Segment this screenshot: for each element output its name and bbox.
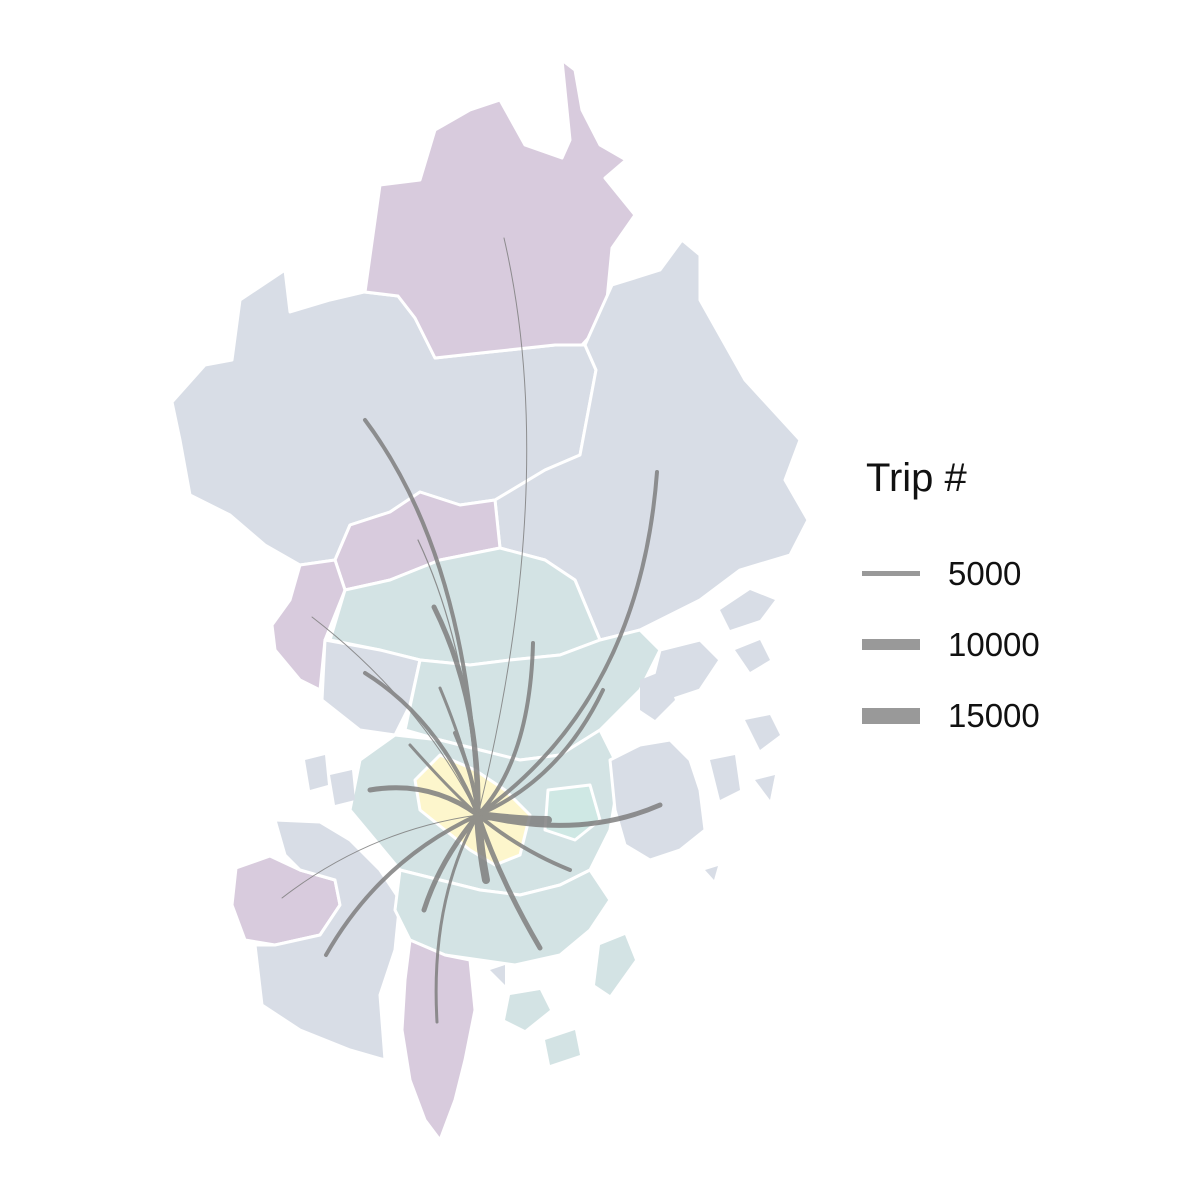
legend-label: 10000 <box>948 625 1040 663</box>
legend-key <box>862 701 920 731</box>
flow-line <box>453 731 480 817</box>
flow-line <box>476 688 605 817</box>
island <box>505 990 550 1030</box>
legend-item-15000: 15000 <box>862 680 1122 751</box>
flow-line <box>476 641 535 817</box>
island <box>745 715 780 750</box>
flow-lines <box>281 237 663 1024</box>
island <box>490 965 505 985</box>
legend-key <box>862 559 920 589</box>
flow-line <box>367 785 481 818</box>
legend-title: Trip # <box>866 456 967 500</box>
region-north <box>363 58 637 360</box>
region-polygons <box>170 58 810 1142</box>
flow-line <box>324 813 480 957</box>
island <box>330 770 355 805</box>
legend-key <box>862 630 920 660</box>
flow-line <box>477 237 528 816</box>
flow-line <box>434 813 480 1024</box>
flow-line <box>475 812 543 951</box>
region-northeast <box>493 238 810 642</box>
region-southwest <box>253 818 402 1062</box>
island <box>710 755 740 800</box>
island <box>545 1030 580 1065</box>
legend-line-icon <box>862 571 920 576</box>
flow-line <box>476 470 659 817</box>
island <box>640 670 675 720</box>
flow-line <box>474 811 490 884</box>
legend-item-10000: 10000 <box>862 609 1122 680</box>
legend-label: 5000 <box>948 554 1022 592</box>
island <box>595 935 635 995</box>
flow-line <box>281 814 479 899</box>
region-south-purple <box>400 938 477 1142</box>
islands <box>305 590 780 1065</box>
legend-label: 15000 <box>948 696 1040 734</box>
legend-line-icon <box>862 639 920 650</box>
legend: Trip # 5000 10000 15000 <box>862 458 1122 751</box>
flow-line <box>474 811 552 824</box>
island <box>755 775 775 800</box>
island <box>305 755 328 790</box>
island <box>735 640 770 672</box>
legend-line-icon <box>862 707 920 724</box>
region-east-coast <box>608 738 707 862</box>
flow-line <box>363 671 480 817</box>
legend-item-5000: 5000 <box>862 538 1122 609</box>
region-west-purple <box>270 558 347 692</box>
flow-line <box>476 813 572 872</box>
region-center-west <box>320 638 422 737</box>
island <box>705 866 718 880</box>
island <box>720 590 775 630</box>
flow-line <box>431 604 481 818</box>
flow-line <box>421 812 481 913</box>
